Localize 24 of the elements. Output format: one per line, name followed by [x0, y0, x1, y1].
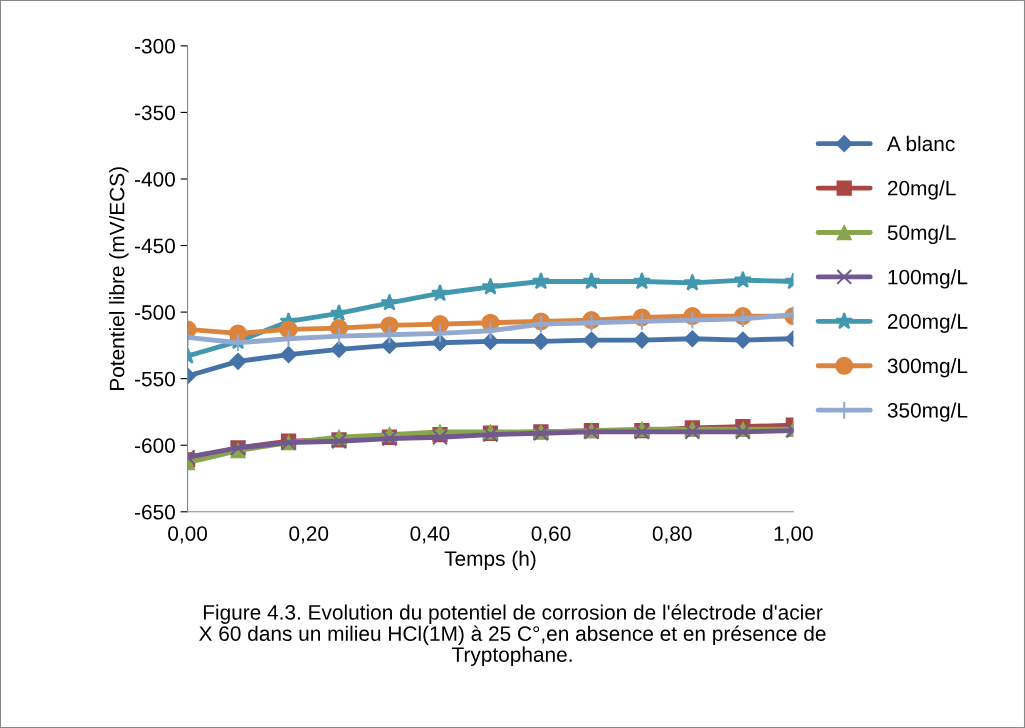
x-tick-label: 0,80 [652, 526, 692, 544]
y-tick-label: -300 [135, 38, 175, 54]
legend-label: 300mg/L [887, 357, 968, 378]
legend-label: 350mg/L [887, 402, 968, 422]
y-tick-label: -500 [135, 305, 175, 320]
y-axis-title: Potentiel libre (mV/ECS) [109, 167, 129, 390]
legend-label: A blanc [886, 135, 955, 152]
y-tick-label: -550 [135, 371, 175, 387]
legend-label: 20mg/L [887, 180, 956, 200]
legend-label: 100mg/L [888, 269, 968, 289]
y-tick-label: -400 [135, 171, 175, 187]
x-axis-title: Temps (h) [444, 550, 536, 571]
caption: Figure 4.3. Evolution du potentiel de corrosion de l'électrode d'acier X 60 dans un milieu HCl(1M) à 25 C°,en absence et en présence de Tryptophane. [199, 604, 826, 667]
legend-label: 200mg/L [887, 313, 968, 333]
y-tick-label: -600 [135, 438, 175, 453]
y-tick-label: -650 [135, 504, 175, 520]
y-tick-label: -350 [135, 105, 175, 121]
x-tick-label: 0,60 [531, 526, 571, 544]
legend-label: 50mg/L [887, 224, 956, 245]
x-tick-label: 0,00 [168, 526, 208, 544]
y-tick-label: -450 [135, 238, 175, 254]
x-tick-label: 0,40 [410, 526, 450, 544]
x-tick-label: 0,20 [289, 526, 329, 544]
x-tick-label: 1,00 [774, 526, 813, 544]
